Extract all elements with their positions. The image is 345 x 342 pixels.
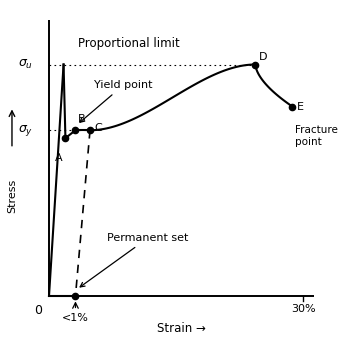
Text: B: B (78, 114, 85, 124)
Text: Stress: Stress (7, 179, 17, 213)
Text: <1%: <1% (62, 313, 89, 323)
Text: D: D (259, 52, 268, 62)
Text: A: A (55, 153, 62, 162)
Text: $\sigma_u$: $\sigma_u$ (18, 58, 33, 71)
Text: Strain →: Strain → (157, 322, 206, 335)
Text: 30%: 30% (291, 304, 315, 314)
Text: C: C (94, 123, 102, 133)
Text: Proportional limit: Proportional limit (78, 37, 179, 50)
Text: $\sigma_y$: $\sigma_y$ (18, 123, 33, 138)
Text: Yield point: Yield point (80, 80, 152, 122)
Text: 0: 0 (34, 304, 42, 317)
Text: Permanent set: Permanent set (80, 233, 189, 287)
Text: E: E (296, 102, 303, 111)
Text: Fracture
point: Fracture point (295, 125, 338, 147)
